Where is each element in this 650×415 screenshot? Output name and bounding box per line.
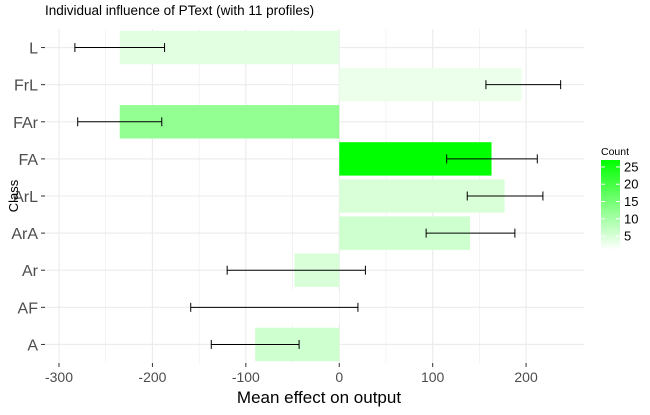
errorbar-L (74, 43, 166, 53)
axis-layer: -300 -200 -100 0 100 200 A AF Ar ArA ArL FA FAr FrL L (11, 41, 538, 385)
errorbar-FAr (77, 117, 163, 127)
legend-tick-label: 15 (624, 194, 638, 209)
y-tick-label-A: A (27, 337, 38, 354)
y-tick-label-L: L (29, 41, 38, 58)
y-axis-label: Class (6, 179, 21, 212)
errorbar-ArL (466, 191, 544, 201)
legend-tick-label: 5 (624, 229, 631, 244)
y-tick-label-AF: AF (18, 300, 39, 317)
legend-tick-label: 20 (624, 177, 638, 192)
errorbar-FrL (485, 80, 562, 90)
errorbar-FA (446, 154, 538, 164)
y-tick-label-Ar: Ar (22, 263, 39, 280)
y-tick-label-FA: FA (18, 152, 38, 169)
y-tick-label-ArL: ArL (13, 189, 38, 206)
errorbar-AF (190, 302, 359, 312)
x-tick-label: -200 (138, 369, 166, 385)
y-tick-label-FrL: FrL (14, 78, 38, 95)
errorbar-ArA (425, 228, 516, 238)
legend-title: Count (601, 146, 629, 158)
count-legend: Count 5 10 15 20 25 (601, 146, 638, 250)
errorbar-A (210, 339, 300, 349)
x-tick-label: 200 (514, 369, 538, 385)
chart-title: Individual influence of PText (with 11 p… (45, 3, 314, 18)
x-tick-label: 0 (335, 369, 343, 385)
errorbar-layer (74, 43, 562, 349)
x-tick-label: -300 (45, 369, 73, 385)
legend-tick-label: 10 (624, 211, 638, 226)
legend-tick-label: 25 (624, 159, 638, 174)
errorbar-Ar (226, 265, 366, 275)
x-axis-label: Mean effect on output (237, 388, 401, 407)
legend-colorbar (601, 160, 620, 250)
x-tick-label: -100 (232, 369, 260, 385)
y-tick-label-FAr: FAr (13, 115, 39, 132)
y-tick-label-ArA: ArA (11, 226, 38, 243)
x-tick-label: 100 (421, 369, 445, 385)
